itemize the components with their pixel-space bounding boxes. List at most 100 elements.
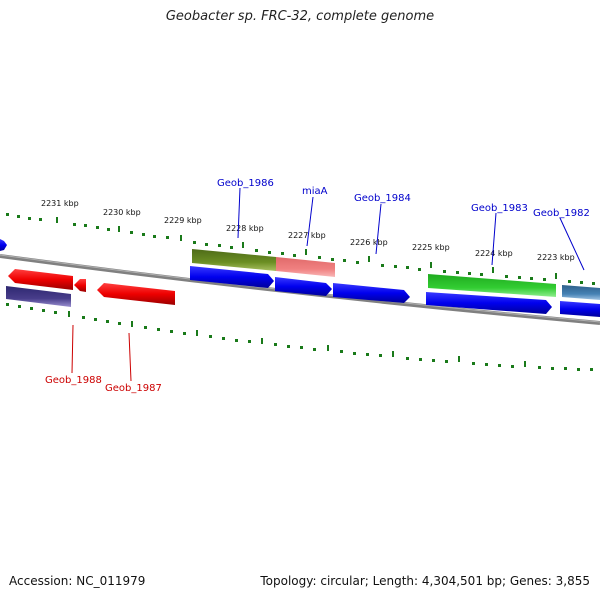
lower-tick-ring xyxy=(6,303,593,371)
tick-dot xyxy=(443,270,446,273)
tick-dot xyxy=(468,272,471,275)
major-tick xyxy=(180,235,182,241)
leader-line xyxy=(71,324,74,374)
tick-dot xyxy=(313,348,316,351)
tick-dot xyxy=(485,363,488,366)
gene-label-geob-1983[interactable]: Geob_1983 xyxy=(471,203,528,214)
tick-label: 2230 kbp xyxy=(103,208,141,217)
gene-label-miaa[interactable]: miaA xyxy=(302,186,328,197)
forward-cds-arrow[interactable] xyxy=(275,277,332,296)
tick-dot xyxy=(530,277,533,280)
tick-dot xyxy=(235,339,238,342)
feature-pink[interactable] xyxy=(276,257,335,277)
tick-dot xyxy=(418,268,421,271)
accession-text: Accession: NC_011979 xyxy=(9,574,146,588)
major-tick xyxy=(492,267,494,273)
tick-dot xyxy=(287,345,290,348)
forward-cds-arrow[interactable] xyxy=(333,283,410,303)
leader-line xyxy=(306,196,314,247)
tick-dot xyxy=(538,366,541,369)
tick-dot xyxy=(564,367,567,370)
tick-label: 2226 kbp xyxy=(350,238,388,247)
tick-dot xyxy=(568,280,571,283)
tick-dot xyxy=(472,362,475,365)
feature-purple[interactable] xyxy=(6,286,71,307)
map-title: Geobacter sp. FRC-32, complete genome xyxy=(165,9,435,24)
gene-label-geob-1987[interactable]: Geob_1987 xyxy=(105,383,162,394)
tick-dot xyxy=(248,340,251,343)
tick-dot xyxy=(274,343,277,346)
tick-dot xyxy=(142,233,145,236)
tick-dot xyxy=(268,251,271,254)
tick-dot xyxy=(205,243,208,246)
tick-label: 2229 kbp xyxy=(164,216,202,225)
tick-dot xyxy=(130,231,133,234)
feature-olive[interactable] xyxy=(192,249,276,271)
major-tick xyxy=(555,273,557,279)
upper-tick-ring xyxy=(6,213,595,285)
feature-green[interactable] xyxy=(428,274,556,297)
major-tick xyxy=(56,217,58,223)
tick-dot xyxy=(153,235,156,238)
major-tick xyxy=(305,249,307,255)
tick-label: 2228 kbp xyxy=(226,224,264,233)
tick-dot xyxy=(340,350,343,353)
tick-dot xyxy=(84,224,87,227)
leader-line xyxy=(559,217,585,271)
gene-labels: Geob_1986 miaA Geob_1984 Geob_1983 Geob_… xyxy=(45,178,590,394)
major-tick xyxy=(118,226,120,232)
tick-dot xyxy=(381,264,384,267)
tick-dot xyxy=(30,307,33,310)
tick-dot xyxy=(592,282,595,285)
tick-dot xyxy=(318,256,321,259)
genome-summary-text: Topology: circular; Length: 4,304,501 bp… xyxy=(260,574,590,588)
reverse-cds-arrow[interactable] xyxy=(74,279,86,292)
gene-label-geob-1984[interactable]: Geob_1984 xyxy=(354,193,411,204)
tick-dot xyxy=(445,360,448,363)
forward-cds-arrow[interactable] xyxy=(426,292,552,314)
tick-labels: 2231 kbp 2230 kbp 2229 kbp 2228 kbp 2227… xyxy=(41,199,575,262)
tick-dot xyxy=(432,359,435,362)
leader-line xyxy=(237,187,241,239)
tick-dot xyxy=(511,365,514,368)
major-tick xyxy=(68,311,70,317)
major-tick xyxy=(458,356,460,362)
tick-dot xyxy=(590,368,593,371)
major-tick xyxy=(196,330,198,336)
tick-dot xyxy=(293,254,296,257)
forward-cds-arrow[interactable] xyxy=(560,301,600,317)
major-tick xyxy=(327,345,329,351)
reverse-cds-arrow[interactable] xyxy=(8,269,73,290)
tick-dot xyxy=(343,259,346,262)
reverse-cds-arrow[interactable] xyxy=(97,283,175,305)
forward-cds-arrow[interactable] xyxy=(0,239,7,251)
tick-label: 2223 kbp xyxy=(537,253,575,262)
gene-label-geob-1988[interactable]: Geob_1988 xyxy=(45,375,102,386)
feature-steel[interactable] xyxy=(562,285,600,300)
tick-label: 2224 kbp xyxy=(475,249,513,258)
gene-label-geob-1986[interactable]: Geob_1986 xyxy=(217,178,274,189)
tick-dot xyxy=(28,217,31,220)
gene-label-geob-1982[interactable]: Geob_1982 xyxy=(533,208,590,219)
tick-dot xyxy=(281,252,284,255)
tick-dot xyxy=(183,332,186,335)
forward-cds-arrow[interactable] xyxy=(190,266,274,288)
major-tick xyxy=(392,351,394,357)
tick-dot xyxy=(551,367,554,370)
leader-line xyxy=(375,203,382,255)
tick-dot xyxy=(505,275,508,278)
tick-dot xyxy=(331,258,334,261)
tick-dot xyxy=(222,337,225,340)
tick-dot xyxy=(118,322,121,325)
tick-dot xyxy=(300,346,303,349)
leader-line xyxy=(128,332,132,382)
leader-line xyxy=(491,212,497,266)
tick-dot xyxy=(218,244,221,247)
major-tick xyxy=(368,256,370,262)
major-tick xyxy=(430,262,432,268)
tick-dot xyxy=(73,223,76,226)
major-tick xyxy=(131,321,133,327)
tick-dot xyxy=(6,303,9,306)
